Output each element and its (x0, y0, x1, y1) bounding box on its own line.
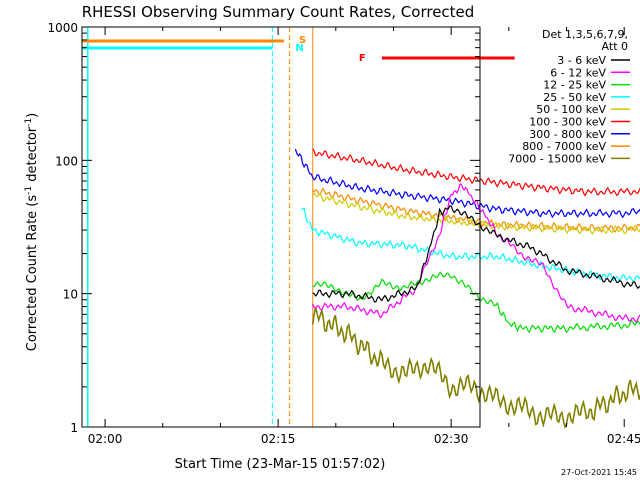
series-line-300-800kev (294, 148, 640, 219)
legend-label: 12 - 25 keV (543, 79, 606, 92)
series-line-6-12kev (312, 183, 640, 323)
y-axis-label-part-2: detector (25, 126, 40, 186)
flag-label-N: N (295, 43, 303, 54)
y-tick-label: 1000 (47, 21, 78, 35)
series-line-3-6kev (312, 205, 640, 303)
plot-marks: SN F (82, 27, 640, 430)
x-tick-label: 02:15 (261, 432, 296, 446)
legend-header-line-1: Det 1,3,5,6,7,9, (542, 28, 628, 41)
x-tick-label: 02:00 (88, 432, 123, 446)
footer-timestamp: 27-Oct-2021 15:45 (561, 468, 637, 477)
legend-label: 25 - 50 keV (543, 91, 606, 104)
y-axis-label-sup-1: -1 (24, 186, 34, 195)
series-line-50-100kev (312, 192, 640, 236)
legend-label: 100 - 300 keV (529, 116, 606, 129)
x-axis-label: Start Time (23-Mar-15 01:57:02) (175, 457, 386, 472)
x-tick-label: 02:45 (607, 432, 640, 446)
flag-label-S: S (299, 35, 306, 46)
y-tick-label: 100 (55, 154, 78, 168)
legend-label: 300 - 800 keV (529, 128, 606, 141)
series-line-12-25kev (312, 271, 640, 334)
x-tick-label: 02:30 (434, 432, 469, 446)
legend-header-line-2: Att 0 (602, 40, 628, 53)
y-axis-label: Corrected Count Rate (s-1 detector-1) (24, 113, 40, 351)
y-axis-label-part-1: Corrected Count Rate (s (25, 195, 40, 352)
y-tick-label: 1 (70, 421, 78, 435)
series-line-25-50kev (300, 207, 640, 283)
legend-label: 7000 - 15000 keV (508, 152, 606, 165)
legend-label: 800 - 7000 keV (522, 140, 606, 153)
chart-title: RHESSI Observing Summary Count Rates, Co… (82, 3, 475, 21)
y-axis: 1 10 100 1000 (47, 21, 480, 435)
series-line-100-300kev (312, 148, 640, 197)
series-line-800-7000kev (312, 187, 640, 233)
plot-frame (81, 26, 481, 428)
series-line-7000-15000kev (311, 307, 640, 430)
y-axis-label-part-3: ) (25, 113, 40, 118)
legend-label: 3 - 6 keV (557, 54, 606, 67)
y-axis-label-sup-2: -1 (24, 118, 34, 127)
flag-label-F: F (359, 53, 366, 64)
legend-label: 50 - 100 keV (536, 103, 606, 116)
legend-label: 6 - 12 keV (550, 66, 606, 79)
y-tick-label: 10 (63, 288, 78, 302)
